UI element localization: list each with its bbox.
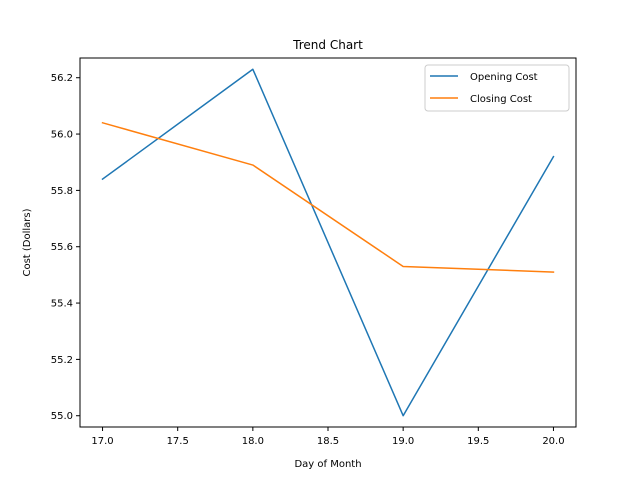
legend: Opening Cost Closing Cost xyxy=(424,64,570,112)
x-tick-label: 17.0 xyxy=(91,436,113,447)
x-tick-label: 17.5 xyxy=(167,436,189,447)
x-tick-label: 19.0 xyxy=(392,436,414,447)
y-tick-label: 56.0 xyxy=(51,130,73,141)
x-tick-label: 19.5 xyxy=(467,436,489,447)
x-tick-label: 18.5 xyxy=(317,436,339,447)
series-line-opening-cost xyxy=(101,68,555,417)
x-tick-label: 18.0 xyxy=(242,436,264,447)
y-axis-ticks: 55.0 55.2 55.4 55.6 55.8 56.0 56.2 xyxy=(51,73,80,422)
y-tick-label: 56.2 xyxy=(51,73,73,84)
y-axis-label: Cost (Dollars) xyxy=(22,208,33,276)
legend-box xyxy=(424,64,570,112)
legend-label: Closing Cost xyxy=(470,94,532,105)
y-tick-label: 55.4 xyxy=(51,299,73,310)
y-tick-label: 55.6 xyxy=(51,242,73,253)
series-line-closing-cost xyxy=(101,121,555,273)
x-axis-ticks: 17.0 17.5 18.0 18.5 19.0 19.5 20.0 xyxy=(91,427,565,447)
y-tick-label: 55.8 xyxy=(51,186,73,197)
series-lines xyxy=(101,68,555,417)
chart-title: Trend Chart xyxy=(292,38,363,52)
y-tick-label: 55.2 xyxy=(51,355,73,366)
legend-items: Opening Cost Closing Cost xyxy=(430,72,538,105)
legend-label: Opening Cost xyxy=(470,72,538,83)
x-axis-label: Day of Month xyxy=(294,459,361,470)
x-tick-label: 20.0 xyxy=(542,436,564,447)
y-tick-label: 55.0 xyxy=(51,411,73,422)
